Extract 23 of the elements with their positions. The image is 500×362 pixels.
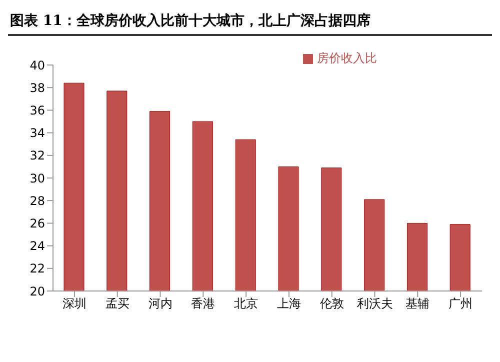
y-tick-label: 30: [30, 171, 45, 186]
x-tick-label: 伦敦: [320, 296, 344, 311]
x-tick-label: 河内: [148, 296, 172, 311]
x-tick-label: 广州: [448, 296, 473, 311]
chart-title: 图表 11：全球房价收入比前十大城市，北上广深占据四席: [8, 8, 492, 36]
y-tick-label: 38: [30, 80, 45, 95]
x-tick-label: 利沃夫: [356, 296, 393, 311]
x-tick-label: 上海: [276, 296, 301, 311]
y-tick-label: 36: [30, 103, 45, 118]
x-tick-label: 深圳: [62, 296, 86, 311]
y-tick-label: 40: [30, 58, 45, 72]
y-tick-label: 26: [30, 216, 45, 230]
y-tick-label: 22: [30, 262, 45, 276]
y-tick-label: 28: [30, 194, 45, 208]
y-tick-label: 34: [30, 126, 45, 140]
y-tick-label: 20: [30, 284, 45, 298]
y-tick-label: 24: [30, 239, 45, 254]
legend-label: 房价收入比: [317, 51, 377, 65]
x-tick-label: 香港: [191, 296, 216, 311]
x-tick-label: 基辅: [406, 296, 430, 311]
x-tick-label: 孟买: [105, 296, 130, 311]
y-tick-label: 32: [30, 148, 45, 163]
x-tick-label: 北京: [234, 296, 258, 311]
